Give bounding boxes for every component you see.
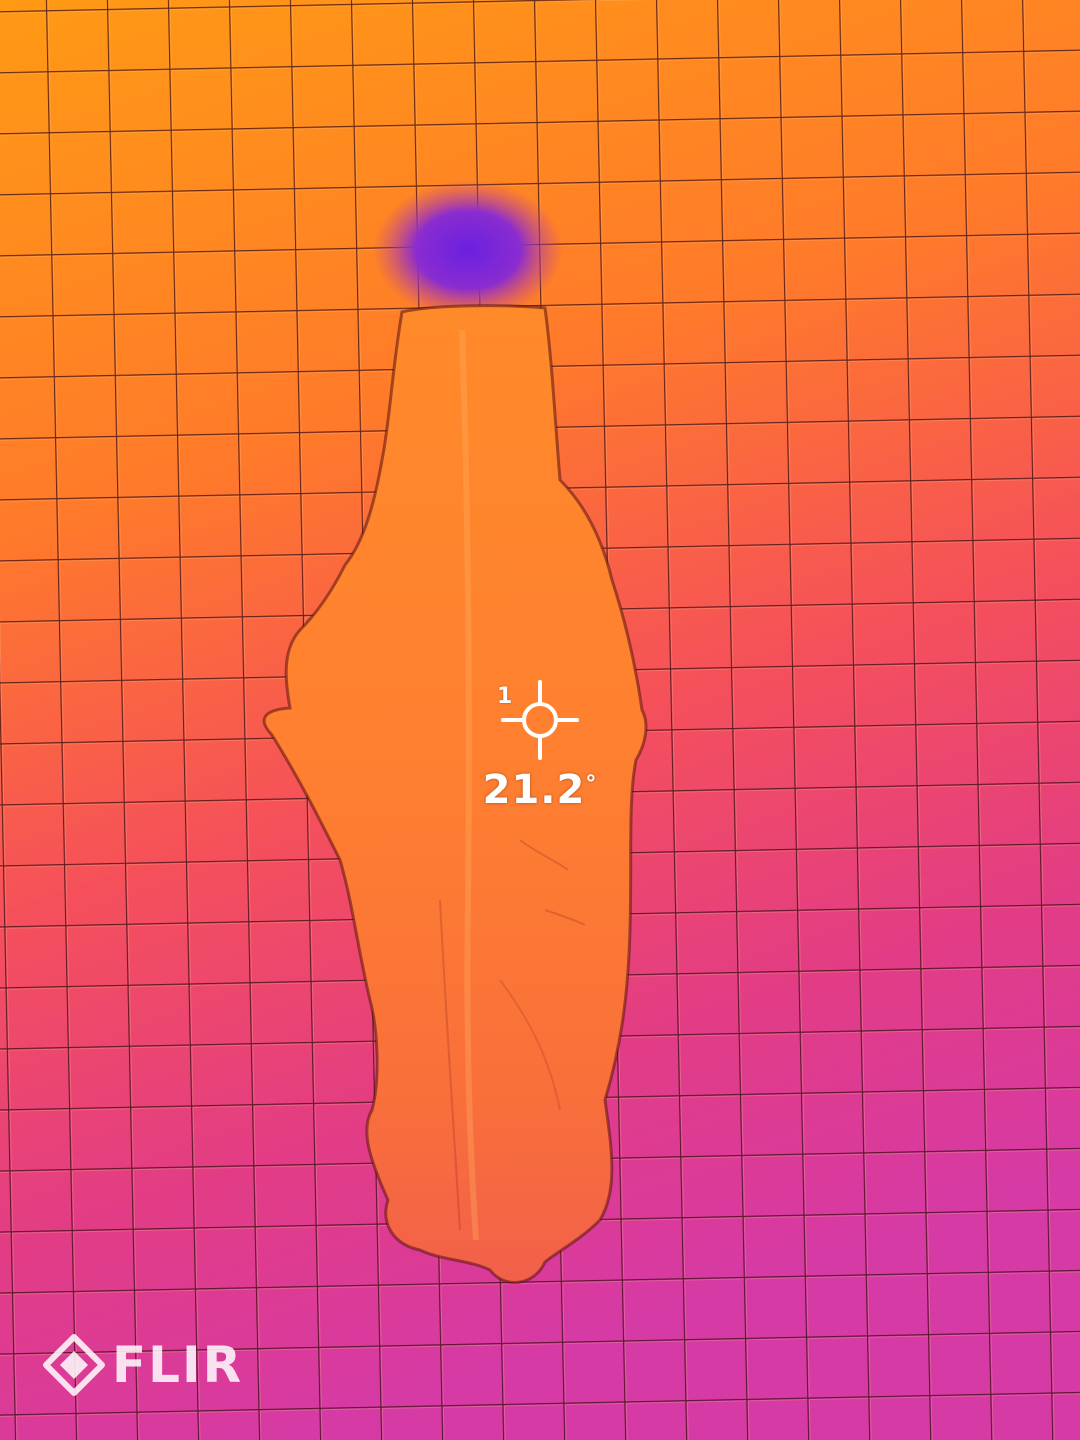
flir-logo-icon — [43, 1334, 105, 1396]
flir-logo: FLIR — [42, 1332, 243, 1398]
brand-name: FLIR — [112, 1336, 244, 1394]
spot-meter-index: 1 — [497, 684, 513, 709]
crosshair-icon — [501, 680, 579, 760]
temperature-value: 21.2 — [482, 767, 586, 813]
temperature-unit: ° — [585, 772, 598, 797]
object-silhouette — [262, 304, 648, 1284]
temperature-readout: 21.2° — [470, 770, 610, 810]
